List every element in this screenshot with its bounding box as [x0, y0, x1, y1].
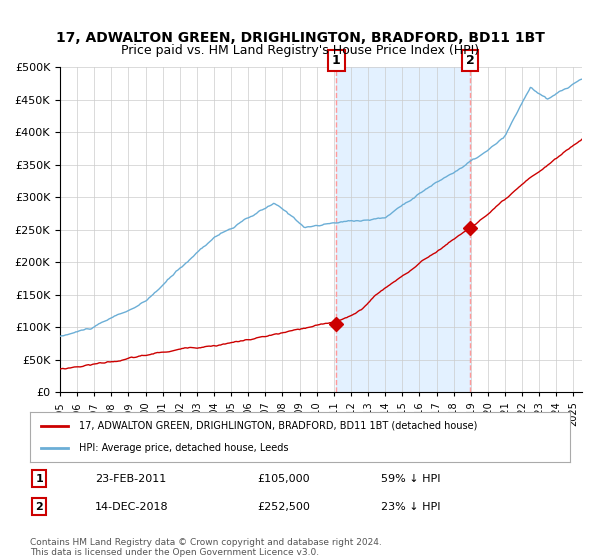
Text: 14-DEC-2018: 14-DEC-2018 — [95, 502, 169, 512]
Text: 59% ↓ HPI: 59% ↓ HPI — [381, 474, 440, 484]
Text: 2: 2 — [35, 502, 43, 512]
Bar — [337, 67, 470, 392]
Text: 1: 1 — [35, 474, 43, 484]
Text: £105,000: £105,000 — [257, 474, 310, 484]
Text: HPI: Average price, detached house, Leeds: HPI: Average price, detached house, Leed… — [79, 443, 288, 453]
Text: Price paid vs. HM Land Registry's House Price Index (HPI): Price paid vs. HM Land Registry's House … — [121, 44, 479, 57]
Text: 17, ADWALTON GREEN, DRIGHLINGTON, BRADFORD, BD11 1BT (detached house): 17, ADWALTON GREEN, DRIGHLINGTON, BRADFO… — [79, 421, 477, 431]
Text: 23-FEB-2011: 23-FEB-2011 — [95, 474, 166, 484]
Text: 17, ADWALTON GREEN, DRIGHLINGTON, BRADFORD, BD11 1BT: 17, ADWALTON GREEN, DRIGHLINGTON, BRADFO… — [56, 31, 544, 45]
Text: 1: 1 — [332, 54, 341, 67]
Text: £252,500: £252,500 — [257, 502, 310, 512]
Text: Contains HM Land Registry data © Crown copyright and database right 2024.
This d: Contains HM Land Registry data © Crown c… — [30, 538, 382, 557]
Text: 2: 2 — [466, 54, 474, 67]
Text: 23% ↓ HPI: 23% ↓ HPI — [381, 502, 440, 512]
